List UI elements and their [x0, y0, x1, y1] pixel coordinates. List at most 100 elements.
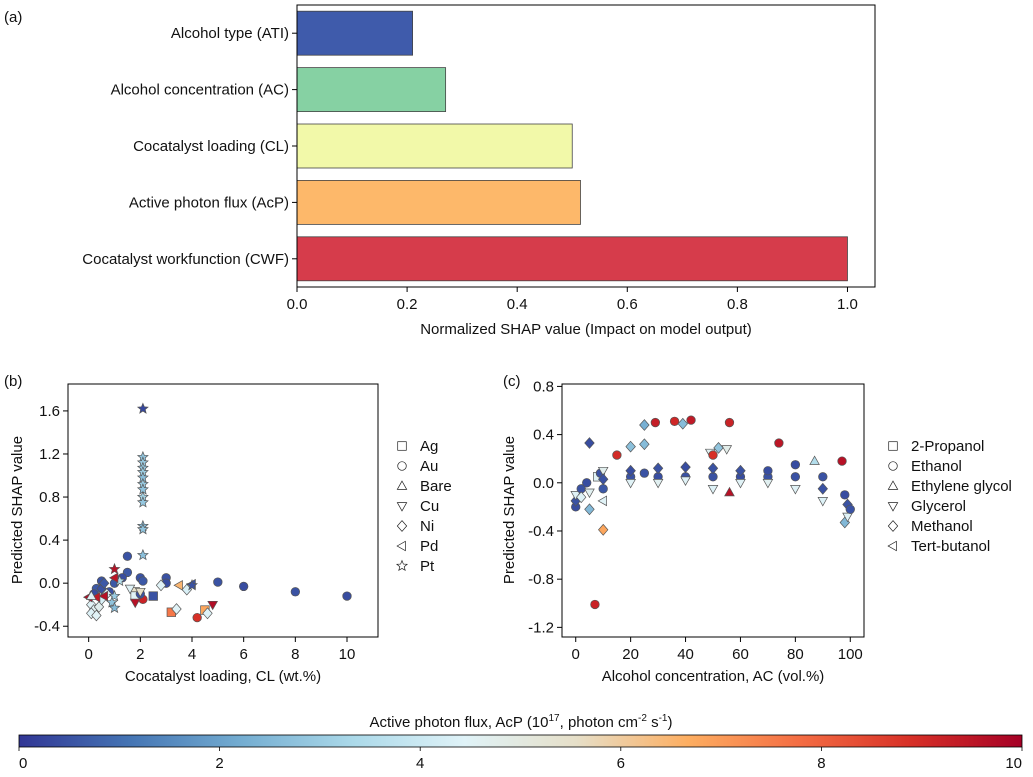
- legend-label: Cu: [420, 498, 439, 515]
- legend-label: Ethylene glycol: [911, 478, 1012, 495]
- data-point-star: [108, 589, 121, 602]
- data-point-diamond: [639, 419, 650, 431]
- data-point-triangle-down: [625, 479, 637, 489]
- data-point-circle: [122, 551, 133, 561]
- data-point-circle: [669, 416, 680, 426]
- y-tick-label: 0.8: [533, 378, 554, 395]
- category-label: Cocatalyst loading (CL): [133, 138, 289, 155]
- data-point-star: [136, 548, 149, 561]
- data-point-triangle-down: [652, 479, 664, 489]
- colorbar-gradient: [18, 734, 1023, 748]
- data-point-diamond: [735, 464, 746, 477]
- category-label: Alcohol concentration (AC): [111, 82, 289, 99]
- data-point-diamond: [202, 607, 213, 620]
- category-label: Alcohol type (ATI): [171, 25, 289, 42]
- data-point-circle: [837, 456, 847, 466]
- data-point-triangle-left: [597, 495, 607, 507]
- data-point-circle: [138, 576, 148, 586]
- colorbar-tick-label: 10: [1005, 755, 1022, 772]
- legend-marker-diamond: [887, 520, 899, 532]
- data-point-circle: [790, 472, 801, 482]
- y-axis-label-b: Predicted SHAP value: [9, 436, 26, 584]
- legend-label: Pt: [420, 558, 435, 575]
- x-tick-label: 20: [622, 646, 639, 663]
- data-point-diamond: [98, 577, 110, 590]
- plot-frame-c: [561, 383, 865, 638]
- data-point-circle: [774, 438, 784, 448]
- data-point-star: [136, 496, 149, 508]
- data-point-square: [148, 591, 158, 601]
- y-tick-label: 0.4: [533, 427, 554, 444]
- data-point-circle: [582, 478, 592, 488]
- x-tick-label: 60: [732, 646, 749, 663]
- data-point-triangle-down: [789, 485, 801, 495]
- legend-marker-square: [888, 441, 898, 451]
- data-point-circle: [590, 599, 600, 610]
- bar: [296, 180, 581, 225]
- legend-label: Methanol: [911, 518, 973, 535]
- x-tick-label: 80: [787, 646, 804, 663]
- data-point-star: [108, 562, 121, 575]
- data-point-triangle-down: [597, 466, 609, 477]
- legend-label: Pd: [420, 538, 438, 555]
- data-point-star: [136, 523, 149, 535]
- data-point-diamond: [155, 579, 167, 592]
- data-point-circle: [763, 466, 773, 476]
- legend-label: Ag: [420, 438, 438, 455]
- x-tick-label-a: 0.6: [617, 296, 638, 313]
- data-point-circle: [239, 581, 249, 592]
- data-point-diamond: [707, 462, 719, 475]
- legend-marker-triangle-left: [396, 540, 406, 552]
- x-tick-label: 0: [572, 646, 580, 663]
- colorbar-tick-label: 4: [416, 755, 424, 772]
- data-point-circle: [790, 460, 801, 470]
- y-tick-label: 0.8: [39, 489, 60, 506]
- data-point-circle: [840, 490, 850, 500]
- data-point-circle: [818, 472, 828, 482]
- data-point-circle: [213, 577, 223, 587]
- data-point-triangle-down: [735, 479, 746, 489]
- data-point-triangle-down: [207, 600, 219, 611]
- legend-marker-triangle-up: [887, 480, 899, 490]
- data-point-circle: [686, 415, 696, 425]
- data-point-diamond: [652, 462, 664, 475]
- category-label: Cocatalyst workfunction (CWF): [82, 251, 289, 268]
- legend-marker-triangle-left: [887, 540, 897, 552]
- data-point-triangle-down: [817, 497, 829, 507]
- colorbar: Active photon flux, AcP (1017, photon cm…: [18, 713, 1023, 772]
- scatter-panel-c: 0 20 40 60 80 100 -1.2 -0.8 -0.4 0.0 0.4 0.8 Alcoho…: [501, 378, 1012, 685]
- y-axis-label-c: Predicted SHAP value: [501, 436, 518, 584]
- y-tick-label: 0.0: [39, 575, 60, 592]
- data-point-diamond: [680, 461, 691, 474]
- bar: [296, 236, 848, 282]
- y-tick-label: 1.6: [39, 403, 60, 420]
- panel-label-c: (c): [503, 373, 521, 390]
- x-tick-label: 8: [291, 646, 299, 663]
- x-axis-label-b: Cocatalyst loading, CL (wt.%): [125, 668, 321, 685]
- data-point-circle: [708, 450, 718, 460]
- data-point-diamond: [91, 609, 102, 622]
- legend-marker-triangle-down: [396, 502, 408, 512]
- data-point-triangle-down: [721, 445, 733, 455]
- data-point-circle: [639, 468, 650, 478]
- data-point-circle: [845, 504, 855, 514]
- y-tick-label: 0.0: [533, 475, 554, 492]
- colorbar-label: Active photon flux, AcP (1017, photon cm…: [370, 713, 673, 731]
- panel-label-b: (b): [4, 373, 22, 390]
- data-point-star: [108, 601, 121, 614]
- legend-marker-square: [397, 441, 407, 451]
- data-point-triangle-left: [173, 580, 183, 591]
- data-point-triangle-down: [135, 587, 146, 598]
- data-point-triangle-up: [85, 590, 97, 600]
- data-point-triangle-down: [129, 598, 141, 609]
- x-tick-label: 2: [136, 646, 144, 663]
- bar: [296, 67, 447, 112]
- x-tick-label-a: 0.0: [287, 296, 308, 313]
- legend-marker-triangle-up: [396, 480, 408, 490]
- x-tick-label-a: 0.8: [727, 296, 748, 313]
- data-point-triangle-down: [584, 488, 595, 499]
- y-tick-label: 1.2: [39, 446, 60, 463]
- data-point-star: [136, 402, 149, 414]
- panel-label-a: (a): [4, 9, 22, 26]
- data-point-circle: [598, 484, 608, 494]
